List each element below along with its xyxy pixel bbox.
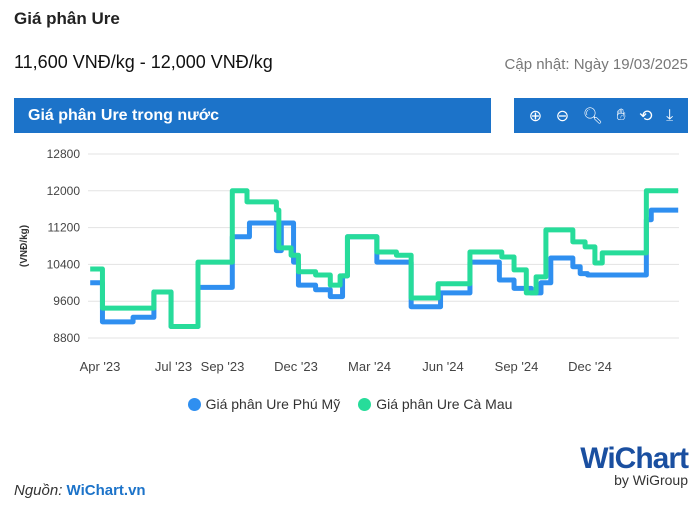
legend-dot [187, 397, 201, 411]
series-line-ca-mau [90, 188, 679, 329]
wichart-logo: WiChart by WiGroup [580, 442, 689, 488]
legend-label: Giá phân Ure Cà Mau [376, 396, 513, 412]
updated-date: Cập nhật: Ngày 19/03/2025 [504, 56, 688, 73]
source-link[interactable]: WiChart.vn [66, 482, 146, 499]
chart-panel-title: Giá phân Ure trong nước [14, 98, 491, 133]
reset-icon[interactable]: ⟲ [639, 107, 653, 125]
y-tick-label: 12800 [47, 147, 81, 161]
x-tick-label: Mar '24 [348, 359, 391, 374]
source-note: Nguồn: WiChart.vn [14, 482, 146, 499]
legend: Giá phân Ure Phú Mỹ Giá phân Ure Cà Mau [0, 396, 700, 412]
chart-toolbar: ⊕ ⊖ 🔍︎ ✋︎ ⟲ ⤓ [514, 98, 688, 133]
x-tick-label: Dec '24 [568, 359, 612, 374]
download-icon[interactable]: ⤓ [666, 106, 674, 124]
y-tick-label: 11200 [48, 221, 81, 235]
legend-dot [358, 397, 372, 411]
y-axis-label: (VNĐ/kg) [19, 225, 30, 267]
x-tick-label: Sep '24 [495, 359, 539, 374]
zoom-in-icon[interactable]: ⊕ [528, 107, 543, 125]
y-tick-label: 9600 [53, 294, 80, 308]
x-tick-label: Jul '23 [155, 359, 192, 374]
legend-item-phu-my[interactable]: Giá phân Ure Phú Mỹ [187, 396, 341, 412]
x-tick-label: Jun '24 [422, 359, 464, 374]
source-label: Nguồn: [14, 482, 63, 499]
legend-item-ca-mau[interactable]: Giá phân Ure Cà Mau [358, 396, 512, 412]
legend-label: Giá phân Ure Phú Mỹ [205, 396, 341, 412]
x-tick-label: Dec '23 [274, 359, 318, 374]
x-tick-label: Apr '23 [80, 359, 121, 374]
magnifier-icon[interactable]: 🔍︎ [582, 107, 603, 125]
y-tick-label: 8800 [53, 331, 80, 345]
logo-text: WiChart [580, 442, 689, 475]
y-tick-label: 10400 [47, 257, 81, 271]
pan-hand-icon[interactable]: ✋︎ [616, 106, 626, 124]
price-range: 11,600 VNĐ/kg - 12,000 VNĐ/kg [14, 52, 273, 72]
page-title: Giá phân Ure [14, 9, 120, 28]
logo-subtext: by WiGroup [614, 472, 688, 488]
price-chart: 8800 9600 10400 11200 12000 12800 Apr '23 Jul '… [19, 147, 679, 374]
y-tick-label: 12000 [47, 184, 81, 198]
zoom-out-icon[interactable]: ⊖ [555, 107, 570, 125]
x-tick-label: Sep '23 [201, 359, 245, 374]
